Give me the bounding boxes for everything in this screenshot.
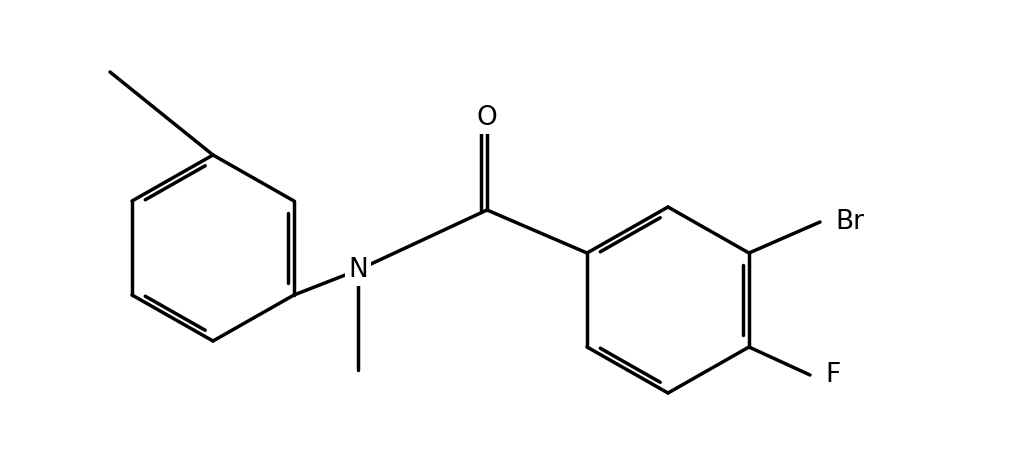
Text: N: N <box>347 257 368 283</box>
Text: O: O <box>476 105 497 131</box>
Text: F: F <box>824 362 840 388</box>
Text: Br: Br <box>835 209 863 235</box>
